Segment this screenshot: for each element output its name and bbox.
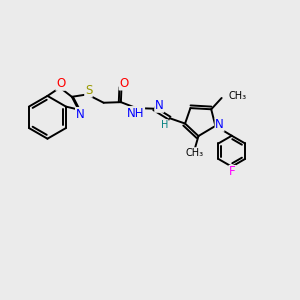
Text: N: N [215, 118, 224, 131]
Text: H: H [160, 120, 168, 130]
Text: CH₃: CH₃ [228, 91, 246, 101]
Text: N: N [76, 107, 84, 121]
Text: O: O [56, 77, 65, 90]
Text: S: S [85, 84, 92, 97]
Text: F: F [229, 166, 236, 178]
Text: N: N [155, 99, 164, 112]
Text: O: O [119, 77, 128, 90]
Text: CH₃: CH₃ [185, 148, 204, 158]
Text: NH: NH [127, 106, 145, 120]
